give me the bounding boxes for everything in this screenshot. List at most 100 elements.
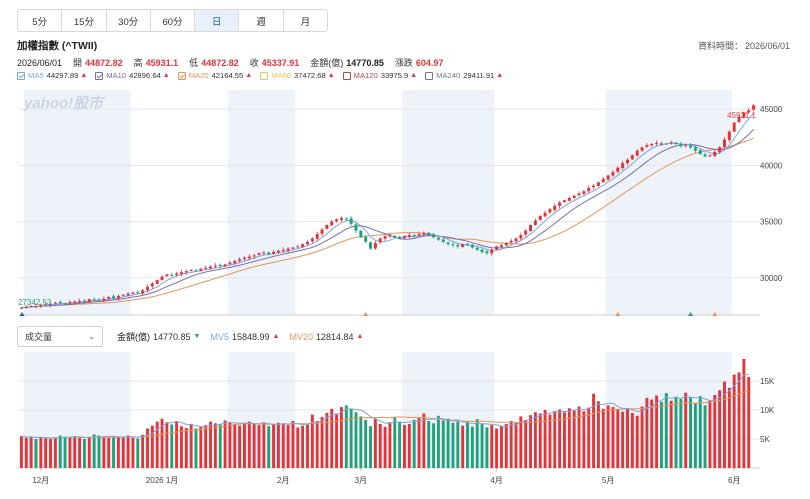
tab-2[interactable]: 30分 <box>106 10 151 31</box>
checkbox-icon[interactable] <box>95 71 104 80</box>
candle-body <box>209 266 213 269</box>
candle-body <box>78 300 82 302</box>
volume-bar <box>92 434 96 468</box>
volume-bar <box>480 423 484 468</box>
checkbox-icon[interactable] <box>17 71 25 80</box>
checkbox-icon[interactable] <box>425 71 434 80</box>
checkbox-icon[interactable] <box>260 71 269 80</box>
volume-bar <box>383 426 387 468</box>
quote-bar: 2026/06/01 開 44872.82 高 45931.1 低 44872.82 … <box>17 56 443 69</box>
checkbox-icon[interactable] <box>342 71 351 80</box>
candle-body <box>325 225 329 229</box>
volume-bar <box>524 419 528 468</box>
candle-body <box>335 219 339 222</box>
ma-name: MA60 <box>271 71 292 80</box>
volume-bar <box>257 425 261 468</box>
candle-body <box>383 236 387 239</box>
volume-bar <box>150 425 154 468</box>
volume-bar <box>354 412 358 468</box>
candle-body <box>24 306 28 308</box>
volume-bar <box>582 411 586 468</box>
ma-legend-item[interactable]: MA5 44297.89 ▲ <box>17 71 87 80</box>
candle-body <box>107 297 111 299</box>
candle-body <box>441 239 445 242</box>
quote-amount: 金額(億) 14770.85 <box>310 58 384 68</box>
candle-body <box>572 195 576 198</box>
candle-body <box>373 243 377 249</box>
period-tabs: 5分 15分 30分 60分日週月 <box>17 9 328 32</box>
candle-body <box>49 303 53 305</box>
volume-bar <box>436 415 440 468</box>
volume-bar <box>747 376 751 468</box>
candle-body <box>524 230 528 235</box>
ma-value: 44297.89 <box>46 71 79 80</box>
volume-bar <box>364 419 368 468</box>
arrow-up-icon: ▲ <box>327 72 335 79</box>
volume-bar <box>97 435 101 468</box>
tab-5[interactable]: 週 <box>239 10 284 31</box>
x-tick-label: 2月 <box>277 476 289 485</box>
candle-body <box>359 230 363 238</box>
candle-body <box>451 244 455 246</box>
candle-body <box>664 143 668 145</box>
ma-name: MA5 <box>28 71 44 80</box>
candle-body <box>272 252 276 254</box>
ma-legend-item[interactable]: MA60 37472.68 ▲ <box>260 71 335 80</box>
candle-body <box>669 142 673 144</box>
candle-body <box>456 244 460 247</box>
candle-body <box>616 167 620 172</box>
candle-body <box>145 286 149 291</box>
volume-bar <box>189 423 193 468</box>
volume-indicator-select[interactable]: 成交量 ⌄ <box>17 326 103 347</box>
volume-bar <box>330 408 334 468</box>
candle-body <box>102 298 106 301</box>
x-tick-label: 5月 <box>602 476 614 485</box>
volume-bar <box>121 436 125 468</box>
volume-bar <box>655 395 659 468</box>
volume-bar <box>461 425 465 468</box>
candle-body <box>485 251 489 254</box>
candle-body <box>112 296 116 299</box>
volume-bar <box>441 420 445 468</box>
tab-0[interactable]: 5分 <box>18 10 63 31</box>
volume-bar <box>679 398 683 468</box>
quote-close: 收 45337.91 <box>249 58 300 68</box>
volume-bar <box>689 397 692 468</box>
candle-body <box>417 234 421 236</box>
volume-bar <box>693 403 697 468</box>
tab-1[interactable]: 15分 <box>62 10 107 31</box>
candle-body <box>296 246 300 248</box>
tab-6[interactable]: 月 <box>283 10 327 31</box>
candle-body <box>737 117 741 123</box>
checkbox-icon[interactable] <box>177 71 186 80</box>
volume-bar <box>713 394 717 468</box>
volume-select-label: 成交量 <box>25 332 53 342</box>
volume-bar <box>572 410 576 468</box>
ma-legend-item[interactable]: MA10 42896.64 ▲ <box>95 71 170 80</box>
candle-body <box>349 218 353 224</box>
volume-bar <box>742 358 746 468</box>
ma-legend-item[interactable]: MA20 42164.55 ▲ <box>177 71 252 80</box>
candle-body <box>310 238 314 242</box>
candle-body <box>29 306 33 307</box>
candle-body <box>630 155 634 160</box>
volume-bar <box>611 407 615 468</box>
volume-mv5-line <box>21 373 749 439</box>
arrow-up-icon: ▲ <box>272 333 280 340</box>
candle-body <box>509 240 513 243</box>
candle-body <box>742 112 746 118</box>
ma-legend-item[interactable]: MA120 33975.9 ▲ <box>342 71 417 80</box>
tab-3[interactable]: 60分 <box>150 10 196 31</box>
candle-body <box>640 147 644 151</box>
volume-bar <box>209 421 212 468</box>
candle-body <box>286 248 290 251</box>
candle-body <box>252 255 256 257</box>
volume-tick-label: 15K <box>760 377 775 386</box>
volume-bar <box>194 428 198 468</box>
candle-body <box>155 280 159 284</box>
event-marker <box>363 312 369 316</box>
volume-bar <box>538 413 542 468</box>
candle-body <box>490 249 494 254</box>
tab-4[interactable]: 日 <box>195 10 240 31</box>
ma-legend-item[interactable]: MA240 29411.91 ▲ <box>425 71 503 80</box>
